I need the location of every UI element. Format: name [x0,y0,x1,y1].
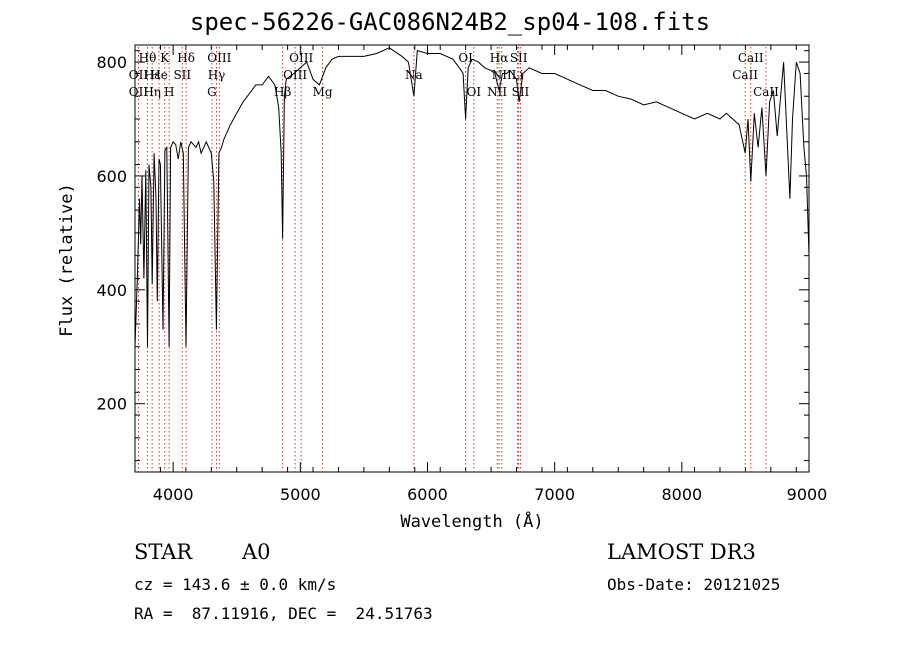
spectral-line-label: Hβ [274,85,291,99]
spectral-line-label: CaII [738,51,764,65]
spectral-line-label: OIII [289,51,313,65]
spectral-line-label: NII [492,68,512,82]
chart-title: spec-56226-GAC086N24B2_sp04-108.fits [189,8,711,36]
spectral-line-label: Hγ [208,68,226,82]
x-tick-label: 5000 [280,485,321,504]
spectral-line-label: Li [512,68,524,82]
x-tick-label: 7000 [534,485,575,504]
spectral-line-label: Hη [143,85,161,99]
spectral-line-label: CaII [753,85,779,99]
spectral-line-label: Hδ [177,51,195,65]
y-tick-label: 200 [96,395,127,414]
spectral-line-label: K [160,51,170,65]
y-tick-label: 800 [96,53,127,72]
plot-frame [134,44,810,473]
spectral-line-label: OIII [283,68,307,82]
y-tick-label: 400 [96,281,127,300]
x-tick-label: 8000 [661,485,702,504]
spectral-line-label: He [150,68,168,82]
spectral-line-label: OII [129,85,149,99]
spectral-line-label: CaII [732,68,758,82]
y-tick-label: 600 [96,167,127,186]
object-subclass: A0 [242,540,271,564]
spectral-line-label: Hε [144,68,161,82]
spectrum-line [134,47,810,347]
spectral-line-label: Na [405,68,423,82]
x-tick-label: 4000 [153,485,194,504]
redshift-text: cz = 143.6 ± 0.0 km/s [134,575,337,594]
x-tick-label: 6000 [407,485,448,504]
x-axis-label: Wavelength (Å) [400,512,544,532]
spectral-line-label: G [207,85,217,99]
object-class: STAR [134,540,193,564]
spectral-line-label: OII [129,68,149,82]
coordinates-text: RA = 87.11916, DEC = 24.51763 [134,604,433,623]
spectral-line-label: Hα [490,51,509,65]
spectral-line-label: NII [487,85,507,99]
spectral-line-label: H [164,85,174,99]
spectral-line-label: SII [512,85,530,99]
spectral-line-label: Mg [313,85,333,99]
spectral-line-label: OI [458,51,473,65]
spectral-line-label: Hθ [139,51,157,65]
y-axis-label: Flux (relative) [57,183,77,337]
spectral-line-label: OIII [207,51,231,65]
survey-name: LAMOST DR3 [607,540,756,564]
spectral-line-label: SII [510,51,528,65]
obs-date-text: Obs-Date: 20121025 [607,575,781,594]
x-tick-label: 9000 [787,485,828,504]
spectral-line-label: OI [466,85,481,99]
spectral-line-label: SII [173,68,191,82]
